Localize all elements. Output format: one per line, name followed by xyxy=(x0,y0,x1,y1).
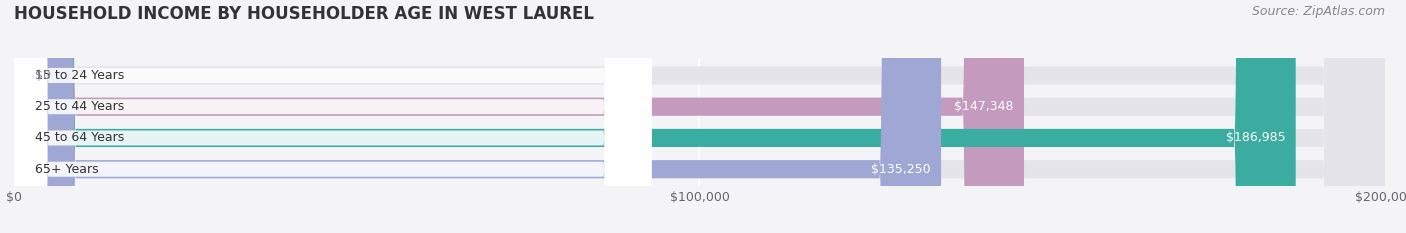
FancyBboxPatch shape xyxy=(14,0,941,233)
FancyBboxPatch shape xyxy=(14,0,1385,233)
Text: 25 to 44 Years: 25 to 44 Years xyxy=(35,100,124,113)
FancyBboxPatch shape xyxy=(14,0,1024,233)
Text: HOUSEHOLD INCOME BY HOUSEHOLDER AGE IN WEST LAUREL: HOUSEHOLD INCOME BY HOUSEHOLDER AGE IN W… xyxy=(14,5,595,23)
FancyBboxPatch shape xyxy=(0,0,651,233)
FancyBboxPatch shape xyxy=(14,0,1385,233)
Text: $186,985: $186,985 xyxy=(1226,131,1285,144)
Text: 15 to 24 Years: 15 to 24 Years xyxy=(35,69,124,82)
Text: $0: $0 xyxy=(35,69,51,82)
FancyBboxPatch shape xyxy=(0,0,651,233)
Text: Source: ZipAtlas.com: Source: ZipAtlas.com xyxy=(1251,5,1385,18)
FancyBboxPatch shape xyxy=(0,0,651,233)
Text: 45 to 64 Years: 45 to 64 Years xyxy=(35,131,124,144)
Text: 65+ Years: 65+ Years xyxy=(35,163,98,176)
FancyBboxPatch shape xyxy=(14,0,1296,233)
Text: $147,348: $147,348 xyxy=(955,100,1014,113)
FancyBboxPatch shape xyxy=(14,0,1385,233)
FancyBboxPatch shape xyxy=(14,0,1385,233)
Text: $135,250: $135,250 xyxy=(872,163,931,176)
FancyBboxPatch shape xyxy=(0,0,651,233)
